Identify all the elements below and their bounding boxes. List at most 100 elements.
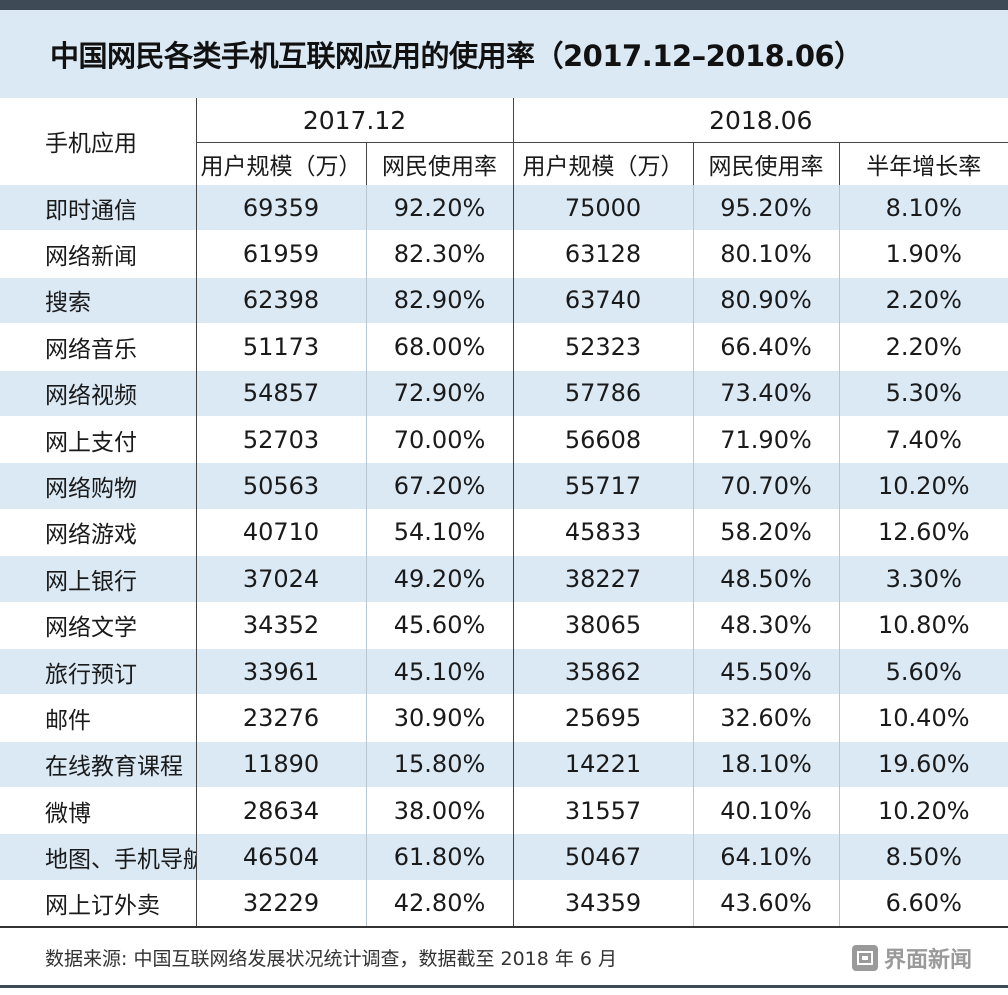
growth-cell: 2.20%: [839, 323, 1008, 371]
users-2018-cell: 63128: [513, 230, 694, 278]
table-row: 网络购物 50563 67.20% 55717 70.70% 10.20%: [0, 462, 1008, 510]
table-row: 网络视频 54857 72.90% 57786 73.40% 5.30%: [0, 369, 1008, 417]
rate-2017-cell: 82.90%: [366, 276, 514, 324]
rate-2017-cell: 15.80%: [366, 740, 514, 788]
app-name-cell: 在线教育课程: [0, 740, 197, 788]
users-2018-cell: 75000: [513, 183, 694, 231]
subheader-rate-2018: 网民使用率: [693, 142, 840, 185]
growth-cell: 2.20%: [839, 276, 1008, 324]
users-2018-cell: 14221: [513, 740, 694, 788]
users-2018-cell: 50467: [513, 833, 694, 881]
users-2017-cell: 28634: [196, 787, 367, 834]
rate-2018-cell: 48.50%: [693, 555, 840, 603]
table-row: 地图、手机导航 46504 61.80% 50467 64.10% 8.50%: [0, 833, 1008, 881]
table-row: 网络新闻 61959 82.30% 63128 80.10% 1.90%: [0, 230, 1008, 278]
rate-2017-cell: 38.00%: [366, 787, 514, 834]
rate-2017-cell: 49.20%: [366, 555, 514, 603]
rate-2018-cell: 18.10%: [693, 740, 840, 788]
users-2018-cell: 52323: [513, 323, 694, 371]
users-2018-cell: 38227: [513, 555, 694, 603]
rate-2017-cell: 82.30%: [366, 230, 514, 278]
users-2017-cell: 40710: [196, 508, 367, 556]
growth-cell: 6.60%: [839, 879, 1008, 928]
users-2018-cell: 57786: [513, 369, 694, 417]
table-row: 即时通信 69359 92.20% 75000 95.20% 8.10%: [0, 183, 1008, 231]
growth-cell: 5.30%: [839, 369, 1008, 417]
rate-2017-cell: 68.00%: [366, 323, 514, 371]
growth-cell: 12.60%: [839, 508, 1008, 556]
app-name-cell: 旅行预订: [0, 647, 197, 695]
app-name-cell: 网上订外卖: [0, 879, 197, 928]
period-header-2018: 2018.06: [513, 98, 1008, 143]
rate-2017-cell: 54.10%: [366, 508, 514, 556]
rate-2018-cell: 32.60%: [693, 694, 840, 742]
usage-table: 手机应用 2017.12 2018.06 用户规模（万） 网民使用率 用户规模（…: [0, 98, 1008, 928]
growth-cell: 10.40%: [839, 694, 1008, 742]
rate-2018-cell: 95.20%: [693, 183, 840, 231]
logo-text: 界面新闻: [883, 947, 972, 973]
rate-2018-cell: 66.40%: [693, 323, 840, 371]
rate-2017-cell: 30.90%: [366, 694, 514, 742]
table-row: 网上银行 37024 49.20% 38227 48.50% 3.30%: [0, 555, 1008, 603]
users-2017-cell: 11890: [196, 740, 367, 788]
app-name-cell: 即时通信: [0, 183, 197, 231]
growth-cell: 19.60%: [839, 740, 1008, 788]
rate-2018-cell: 80.10%: [693, 230, 840, 278]
users-2017-cell: 32229: [196, 879, 367, 928]
app-name-cell: 地图、手机导航: [0, 833, 197, 881]
app-name-cell: 网络游戏: [0, 508, 197, 556]
rate-2017-cell: 72.90%: [366, 369, 514, 417]
brand-logo: 界面新闻: [851, 942, 972, 974]
users-2017-cell: 61959: [196, 230, 367, 278]
period-header-2017: 2017.12: [196, 98, 514, 143]
rate-2018-cell: 58.20%: [693, 508, 840, 556]
app-name-cell: 网络新闻: [0, 230, 197, 278]
title-band: 中国网民各类手机互联网应用的使用率（2017.12–2018.06）: [0, 10, 1008, 98]
users-2018-cell: 56608: [513, 415, 694, 463]
table-row: 邮件 23276 30.90% 25695 32.60% 10.40%: [0, 694, 1008, 742]
growth-cell: 10.20%: [839, 462, 1008, 510]
rate-2017-cell: 67.20%: [366, 462, 514, 510]
growth-cell: 3.30%: [839, 555, 1008, 603]
table-row: 微博 28634 38.00% 31557 40.10% 10.20%: [0, 787, 1008, 834]
rate-2018-cell: 43.60%: [693, 879, 840, 928]
users-2018-cell: 34359: [513, 879, 694, 928]
source-note: 数据来源: 中国互联网络发展状况统计调查，数据截至 2018 年 6 月: [45, 948, 618, 971]
rate-2018-cell: 64.10%: [693, 833, 840, 881]
users-2018-cell: 35862: [513, 647, 694, 695]
table-row: 旅行预订 33961 45.10% 35862 45.50% 5.60%: [0, 647, 1008, 695]
rate-2018-cell: 71.90%: [693, 415, 840, 463]
users-2018-cell: 25695: [513, 694, 694, 742]
bottom-rule: [0, 984, 1008, 988]
rate-2018-cell: 45.50%: [693, 647, 840, 695]
app-name-cell: 网络音乐: [0, 323, 197, 371]
app-name-cell: 微博: [0, 787, 197, 834]
growth-cell: 5.60%: [839, 647, 1008, 695]
app-name-cell: 网上支付: [0, 415, 197, 463]
app-name-cell: 搜索: [0, 276, 197, 324]
table-row: 网络音乐 51173 68.00% 52323 66.40% 2.20%: [0, 323, 1008, 371]
top-bar: [0, 0, 1008, 10]
rate-2017-cell: 92.20%: [366, 183, 514, 231]
users-2017-cell: 51173: [196, 323, 367, 371]
page-title: 中国网民各类手机互联网应用的使用率（2017.12–2018.06）: [50, 39, 863, 73]
users-2017-cell: 62398: [196, 276, 367, 324]
table-row: 在线教育课程 11890 15.80% 14221 18.10% 19.60%: [0, 740, 1008, 788]
growth-cell: 7.40%: [839, 415, 1008, 463]
rate-2017-cell: 70.00%: [366, 415, 514, 463]
users-2017-cell: 37024: [196, 555, 367, 603]
rate-2018-cell: 73.40%: [693, 369, 840, 417]
app-column-header: 手机应用: [0, 98, 197, 185]
growth-cell: 10.20%: [839, 787, 1008, 834]
rate-2017-cell: 42.80%: [366, 879, 514, 928]
rate-2018-cell: 40.10%: [693, 787, 840, 834]
app-name-cell: 网络视频: [0, 369, 197, 417]
subheader-growth: 半年增长率: [866, 153, 982, 180]
subheader-rate-2017: 网民使用率: [366, 142, 514, 185]
table-row: 网络游戏 40710 54.10% 45833 58.20% 12.60%: [0, 508, 1008, 556]
rate-2018-cell: 70.70%: [693, 462, 840, 510]
app-name-cell: 邮件: [0, 694, 197, 742]
table-row: 网上支付 52703 70.00% 56608 71.90% 7.40%: [0, 415, 1008, 463]
users-2018-cell: 45833: [513, 508, 694, 556]
users-2017-cell: 23276: [196, 694, 367, 742]
